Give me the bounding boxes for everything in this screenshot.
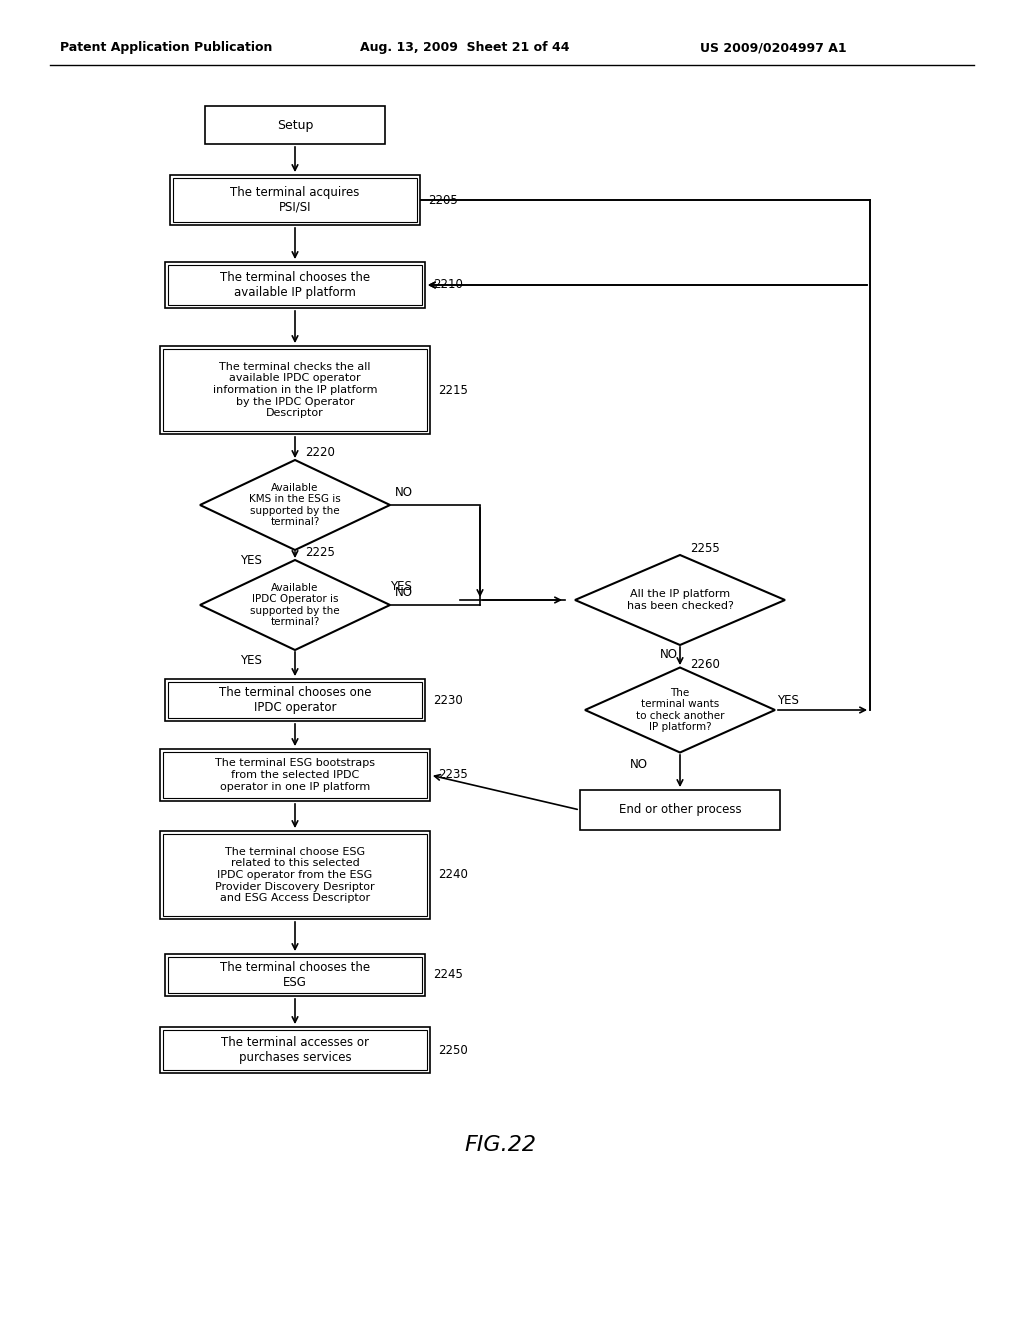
- Text: Setup: Setup: [276, 119, 313, 132]
- Text: YES: YES: [240, 653, 262, 667]
- Text: The terminal checks the all
available IPDC operator
information in the IP platfo: The terminal checks the all available IP…: [213, 362, 377, 418]
- Text: 2225: 2225: [305, 546, 335, 560]
- Bar: [160, 1027, 430, 1073]
- Bar: [168, 682, 422, 718]
- Text: 2220: 2220: [305, 446, 335, 459]
- Bar: [165, 261, 425, 308]
- Text: 2210: 2210: [433, 279, 463, 292]
- Text: YES: YES: [390, 579, 412, 593]
- Text: NO: NO: [395, 586, 413, 599]
- Text: 2230: 2230: [433, 693, 463, 706]
- Text: The
terminal wants
to check another
IP platform?: The terminal wants to check another IP p…: [636, 688, 724, 733]
- Text: 2245: 2245: [433, 969, 463, 982]
- Polygon shape: [200, 459, 390, 550]
- Text: 2235: 2235: [438, 768, 468, 781]
- Bar: [163, 752, 427, 799]
- Text: All the IP platform
has been checked?: All the IP platform has been checked?: [627, 589, 733, 611]
- Text: 2240: 2240: [438, 869, 468, 882]
- Text: 2205: 2205: [428, 194, 458, 206]
- Text: 2260: 2260: [690, 659, 720, 672]
- Text: NO: NO: [395, 487, 413, 499]
- Text: Aug. 13, 2009  Sheet 21 of 44: Aug. 13, 2009 Sheet 21 of 44: [360, 41, 569, 54]
- Text: 2255: 2255: [690, 541, 720, 554]
- Bar: [163, 1030, 427, 1071]
- Text: 2215: 2215: [438, 384, 468, 396]
- Text: Available
KMS in the ESG is
supported by the
terminal?: Available KMS in the ESG is supported by…: [249, 483, 341, 528]
- Polygon shape: [585, 668, 775, 752]
- Text: The terminal ESG bootstraps
from the selected IPDC
operator in one IP platform: The terminal ESG bootstraps from the sel…: [215, 759, 375, 792]
- Text: End or other process: End or other process: [618, 804, 741, 817]
- Bar: [160, 832, 430, 919]
- Text: NO: NO: [660, 648, 678, 661]
- Bar: [205, 106, 385, 144]
- Text: US 2009/0204997 A1: US 2009/0204997 A1: [700, 41, 847, 54]
- Bar: [168, 265, 422, 305]
- Bar: [165, 954, 425, 997]
- Text: The terminal chooses one
IPDC operator: The terminal chooses one IPDC operator: [219, 686, 372, 714]
- Bar: [160, 346, 430, 434]
- Bar: [168, 957, 422, 993]
- Bar: [580, 789, 780, 830]
- Bar: [163, 348, 427, 432]
- Text: YES: YES: [240, 553, 262, 566]
- Text: Patent Application Publication: Patent Application Publication: [60, 41, 272, 54]
- Text: NO: NO: [630, 759, 648, 771]
- Text: The terminal choose ESG
related to this selected
IPDC operator from the ESG
Prov: The terminal choose ESG related to this …: [215, 847, 375, 903]
- Bar: [160, 748, 430, 801]
- Bar: [173, 178, 417, 222]
- Text: The terminal chooses the
ESG: The terminal chooses the ESG: [220, 961, 370, 989]
- Bar: [165, 678, 425, 721]
- Polygon shape: [200, 560, 390, 649]
- Bar: [170, 176, 420, 224]
- Polygon shape: [575, 554, 785, 645]
- Text: The terminal accesses or
purchases services: The terminal accesses or purchases servi…: [221, 1036, 369, 1064]
- Text: YES: YES: [777, 693, 799, 706]
- Text: FIG.22: FIG.22: [464, 1135, 536, 1155]
- Text: The terminal acquires
PSI/SI: The terminal acquires PSI/SI: [230, 186, 359, 214]
- Text: 2250: 2250: [438, 1044, 468, 1056]
- Bar: [163, 834, 427, 916]
- Text: The terminal chooses the
available IP platform: The terminal chooses the available IP pl…: [220, 271, 370, 300]
- Text: Available
IPDC Operator is
supported by the
terminal?: Available IPDC Operator is supported by …: [250, 582, 340, 627]
